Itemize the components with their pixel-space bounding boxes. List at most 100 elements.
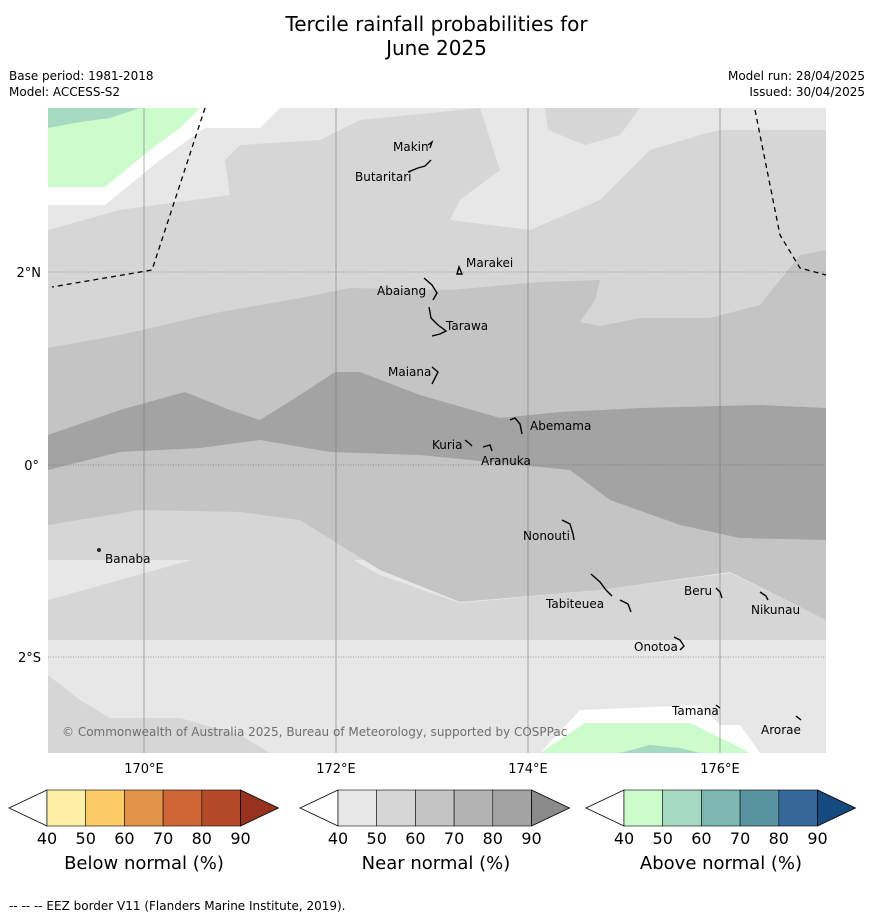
colorbar-above-tick: 80 bbox=[769, 829, 789, 848]
colorbar-above-segment bbox=[623, 789, 664, 827]
colorbar-near-tick: 70 bbox=[444, 829, 464, 848]
meta-right: Model run: 28/04/2025 Issued: 30/04/2025 bbox=[728, 68, 865, 100]
map-contours bbox=[48, 108, 826, 753]
colorbar-below-tick: 80 bbox=[192, 829, 212, 848]
model-run: Model run: 28/04/2025 bbox=[727, 69, 865, 83]
colorbar-above-tick: 40 bbox=[614, 829, 634, 848]
colorbar-near-segment bbox=[492, 789, 532, 827]
colorbar-below-low-arrow bbox=[8, 789, 48, 827]
colorbar-below-segment bbox=[201, 789, 241, 827]
colorbar-below-segment bbox=[46, 789, 87, 827]
island-banaba bbox=[97, 548, 101, 552]
island-nonouti bbox=[561, 519, 575, 541]
island-tarawa bbox=[428, 306, 448, 337]
contour-above-50-south bbox=[620, 745, 700, 753]
contour-above-40-nw bbox=[48, 108, 200, 187]
label-arorae: Arorae bbox=[761, 723, 801, 737]
colorbar-near-segment bbox=[453, 789, 494, 827]
model-name: Model: ACCESS-S2 bbox=[9, 85, 121, 99]
lat-label-2n: 2°N bbox=[17, 266, 42, 281]
island-butaritari bbox=[407, 159, 432, 173]
island-makin bbox=[427, 140, 434, 149]
label-tamana: Tamana bbox=[671, 704, 719, 718]
title-line-2: June 2025 bbox=[386, 36, 487, 60]
colorbars: 40 50 60 70 80 90 40 50 60 70 80 90 40 50 60 70 80 90 bbox=[8, 789, 857, 848]
colorbar-below-tick: 50 bbox=[76, 829, 96, 848]
contour-above-50-nw bbox=[48, 108, 140, 128]
lon-axis: 170°E 172°E 174°E 176°E bbox=[124, 762, 740, 777]
colorbar-near-high-arrow bbox=[531, 789, 571, 827]
label-kuria: Kuria bbox=[432, 438, 463, 452]
colorbar-near-tick: 80 bbox=[483, 829, 503, 848]
lat-label-0: 0° bbox=[24, 459, 39, 474]
lat-axis: 2°N 0° 2°S bbox=[17, 266, 42, 666]
label-makin: Makin bbox=[393, 140, 429, 154]
colorbar-near-tick: 90 bbox=[521, 829, 541, 848]
lon-label-176e: 176°E bbox=[700, 762, 740, 777]
lon-label-170e: 170°E bbox=[124, 762, 164, 777]
label-banaba: Banaba bbox=[105, 552, 151, 566]
label-nikunau: Nikunau bbox=[751, 603, 800, 617]
label-nonouti: Nonouti bbox=[523, 529, 570, 543]
label-aranuka: Aranuka bbox=[481, 454, 531, 468]
islands bbox=[97, 140, 802, 721]
copyright-notice: © Commonwealth of Australia 2025, Bureau… bbox=[62, 725, 567, 739]
label-tabiteuea: Tabiteuea bbox=[545, 597, 604, 611]
colorbar-above-segment bbox=[739, 789, 780, 827]
colorbar-above-tick: 70 bbox=[730, 829, 750, 848]
colorbar-above-segment bbox=[701, 789, 741, 827]
label-onotoa: Onotoa bbox=[634, 640, 678, 654]
base-period: Base period: 1981-2018 bbox=[9, 69, 154, 83]
label-marakei: Marakei bbox=[466, 256, 513, 270]
colorbar-near-tick: 60 bbox=[405, 829, 425, 848]
colorbar-near-tick: 50 bbox=[367, 829, 387, 848]
island-aranuka bbox=[482, 444, 493, 452]
graticule bbox=[48, 271, 826, 658]
colorbar-above-low-arrow bbox=[585, 789, 625, 827]
place-labels: Makin Butaritari Marakei Abaiang Tarawa … bbox=[105, 140, 801, 737]
eez-footnote: -- -- -- EEZ border V11 (Flanders Marine… bbox=[9, 899, 346, 913]
label-abemama: Abemama bbox=[530, 419, 591, 433]
label-maiana: Maiana bbox=[388, 365, 431, 379]
label-butaritari: Butaritari bbox=[355, 170, 412, 184]
colorbar-below-tick: 60 bbox=[114, 829, 134, 848]
colorbar-below-tick: 40 bbox=[37, 829, 57, 848]
colorbar-below-high-arrow bbox=[240, 789, 280, 827]
colorbar-above-tick: 90 bbox=[807, 829, 827, 848]
island-abaiang bbox=[423, 277, 438, 301]
island-nikunau bbox=[759, 591, 769, 601]
colorbar-near-segment bbox=[376, 789, 416, 827]
label-tarawa: Tarawa bbox=[445, 319, 488, 333]
colorbar-below-segment bbox=[85, 789, 125, 827]
contour-near-50-north bbox=[545, 108, 640, 145]
island-arorae bbox=[795, 715, 802, 721]
colorbar-below-segment bbox=[124, 789, 164, 827]
map-title: Tercile rainfall probabilities for June … bbox=[0, 12, 873, 60]
label-abaiang: Abaiang bbox=[377, 284, 426, 298]
island-onotoa bbox=[673, 636, 685, 651]
colorbar-above-segment bbox=[778, 789, 818, 827]
island-beru bbox=[715, 587, 723, 599]
colorbar-below-segment bbox=[162, 789, 203, 827]
contour-near-50-south bbox=[48, 530, 826, 640]
colorbar-near-segment bbox=[415, 789, 455, 827]
label-beru: Beru bbox=[684, 584, 712, 598]
contour-above-40-south bbox=[540, 723, 750, 753]
meridians bbox=[143, 108, 721, 753]
title-line-1: Tercile rainfall probabilities for bbox=[285, 12, 588, 36]
issued-date: Issued: 30/04/2025 bbox=[749, 85, 865, 99]
colorbar-above-high-arrow bbox=[817, 789, 857, 827]
colorbar-title-above: Above normal (%) bbox=[639, 853, 803, 874]
island-kuria bbox=[464, 439, 473, 447]
island-abemama bbox=[509, 417, 523, 435]
island-tamana bbox=[715, 704, 721, 709]
island-marakei bbox=[456, 264, 464, 275]
meta-left: Base period: 1981-2018 Model: ACCESS-S2 bbox=[9, 68, 154, 100]
colorbar-below-tick: 70 bbox=[153, 829, 173, 848]
colorbar-above-tick: 60 bbox=[691, 829, 711, 848]
colorbar-above-tick: 50 bbox=[653, 829, 673, 848]
colorbar-above-segment bbox=[662, 789, 702, 827]
eez-border-east bbox=[754, 109, 827, 276]
contour-near-50-sw bbox=[48, 675, 270, 753]
